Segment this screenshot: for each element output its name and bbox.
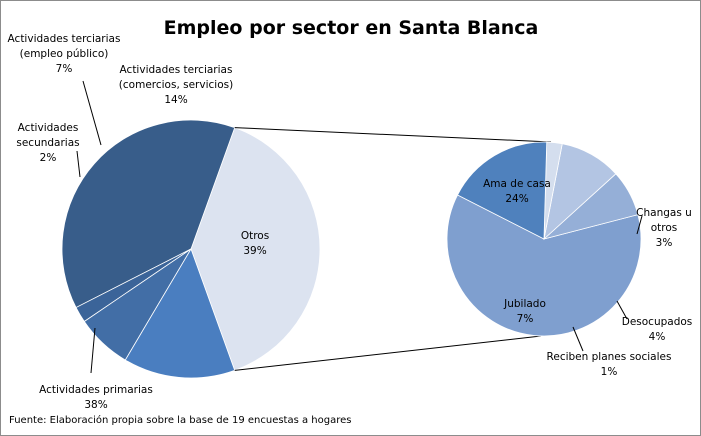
- data-label-otros-line: 39%: [243, 245, 266, 257]
- data-label-publico: Actividades terciarias (empleo público) 7%: [8, 33, 121, 75]
- data-label-changas-line: Changas u: [636, 207, 692, 219]
- data-label-publico-line: (empleo público): [20, 48, 109, 60]
- secondary-slice-jubilado: [457, 141, 548, 240]
- data-label-desocupados-line: 4%: [649, 331, 666, 343]
- data-labels: Otros 39%Actividades primarias 38%Activida…: [8, 33, 693, 411]
- data-label-ama-line: 24%: [505, 193, 528, 205]
- data-label-otros: Otros 39%: [241, 230, 269, 257]
- data-label-secundarias: Actividades secundarias 2%: [16, 122, 79, 164]
- primary-slice-otros: [190, 127, 321, 371]
- leader-planes: [572, 326, 584, 352]
- data-label-ama-line: Ama de casa: [483, 178, 551, 190]
- data-label-primarias-line: Actividades primarias: [39, 384, 153, 396]
- data-label-changas: Changas u otros 3%: [636, 207, 692, 249]
- leader-changas: [636, 215, 643, 235]
- chart-title: Empleo por sector en Santa Blanca: [164, 17, 539, 39]
- data-label-jubilado-line: Jubilado: [503, 298, 546, 310]
- leader-desocupados: [616, 300, 628, 320]
- leader-publico: [82, 80, 102, 146]
- connector-lines: [234, 127, 552, 371]
- secondary-slice-ama-de-casa: [446, 194, 642, 337]
- data-label-secundarias-line: secundarias: [16, 137, 79, 149]
- data-label-comercio-line: Actividades terciarias: [120, 64, 233, 76]
- connector-line-top: [234, 127, 552, 143]
- source-note: Fuente: Elaboración propia sobre la base…: [9, 414, 352, 426]
- data-label-publico-line: Actividades terciarias: [8, 33, 121, 45]
- data-label-comercio-line: (comercios, servicios): [119, 79, 233, 91]
- primary-slice-actividades-terciarias-comercios-servicios: [124, 248, 236, 379]
- data-label-primarias: Actividades primarias 38%: [39, 384, 153, 411]
- data-label-secundarias-line: Actividades: [18, 122, 79, 134]
- data-label-planes-line: 1%: [601, 366, 618, 378]
- primary-slice-actividades-primarias: [61, 119, 236, 309]
- data-label-jubilado: Jubilado 7%: [503, 298, 546, 325]
- connector-line-bottom: [234, 335, 542, 371]
- data-label-changas-line: otros: [651, 222, 678, 234]
- data-label-ama: Ama de casa 24%: [483, 178, 551, 205]
- data-label-planes: Reciben planes sociales 1%: [547, 351, 672, 378]
- data-label-desocupados: Desocupados 4%: [622, 316, 693, 343]
- leader-secundarias: [76, 150, 81, 178]
- leader-primarias: [90, 327, 96, 374]
- secondary-pie: [446, 141, 642, 337]
- data-label-primarias-line: 38%: [84, 399, 107, 411]
- data-label-otros-line: Otros: [241, 230, 269, 242]
- data-label-secundarias-line: 2%: [40, 152, 57, 164]
- data-label-jubilado-line: 7%: [517, 313, 534, 325]
- data-label-publico-line: 7%: [56, 63, 73, 75]
- data-label-comercio-line: 14%: [164, 94, 187, 106]
- leader-lines: [76, 80, 643, 374]
- data-label-comercio: Actividades terciarias (comercios, servic…: [119, 64, 233, 106]
- primary-pie: [61, 119, 321, 379]
- data-label-changas-line: 3%: [656, 237, 673, 249]
- data-label-desocupados-line: Desocupados: [622, 316, 693, 328]
- data-label-planes-line: Reciben planes sociales: [547, 351, 672, 363]
